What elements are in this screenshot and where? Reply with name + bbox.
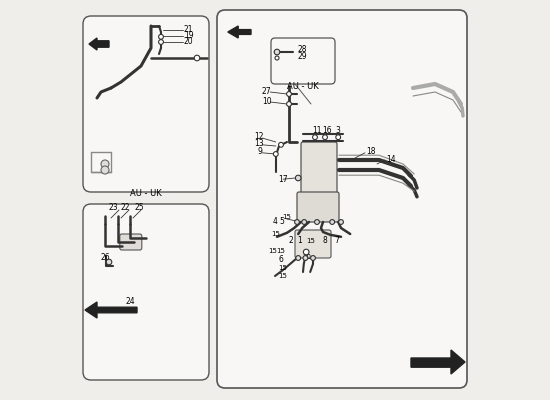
FancyBboxPatch shape bbox=[83, 16, 209, 192]
Circle shape bbox=[295, 175, 301, 181]
FancyBboxPatch shape bbox=[301, 142, 337, 194]
Text: 14: 14 bbox=[386, 155, 396, 164]
Circle shape bbox=[287, 102, 292, 106]
Circle shape bbox=[339, 220, 343, 224]
Circle shape bbox=[287, 92, 292, 96]
Text: 4: 4 bbox=[272, 218, 277, 226]
Text: 22: 22 bbox=[120, 204, 130, 212]
FancyBboxPatch shape bbox=[83, 204, 209, 380]
Text: 21: 21 bbox=[184, 26, 193, 34]
Circle shape bbox=[101, 160, 109, 168]
Text: 24: 24 bbox=[125, 297, 135, 306]
Text: 30: 30 bbox=[302, 254, 311, 260]
Polygon shape bbox=[411, 350, 465, 374]
FancyBboxPatch shape bbox=[271, 38, 335, 84]
Text: 19: 19 bbox=[184, 32, 194, 40]
Text: 15: 15 bbox=[278, 273, 287, 279]
Circle shape bbox=[279, 142, 283, 147]
FancyBboxPatch shape bbox=[297, 192, 339, 222]
Circle shape bbox=[273, 152, 278, 156]
Text: 29: 29 bbox=[297, 52, 307, 61]
Circle shape bbox=[330, 220, 334, 224]
Circle shape bbox=[275, 56, 279, 60]
Circle shape bbox=[323, 135, 327, 140]
Circle shape bbox=[194, 55, 200, 61]
Text: 17: 17 bbox=[278, 175, 288, 184]
Polygon shape bbox=[85, 302, 137, 318]
Text: 15: 15 bbox=[276, 248, 285, 254]
Text: 10: 10 bbox=[262, 98, 272, 106]
Circle shape bbox=[336, 135, 340, 140]
Circle shape bbox=[274, 49, 280, 55]
Text: 20: 20 bbox=[184, 38, 194, 46]
Text: 15: 15 bbox=[271, 231, 280, 237]
Polygon shape bbox=[228, 26, 251, 38]
Text: 9: 9 bbox=[257, 147, 262, 156]
Text: 15: 15 bbox=[282, 214, 291, 220]
Text: 2: 2 bbox=[288, 236, 293, 245]
Text: 16: 16 bbox=[322, 126, 332, 135]
Text: a Passion for
parts: a Passion for parts bbox=[297, 191, 381, 233]
Text: 23: 23 bbox=[108, 204, 118, 212]
Text: JUSTAS: JUSTAS bbox=[290, 148, 404, 204]
Circle shape bbox=[303, 256, 308, 260]
FancyBboxPatch shape bbox=[295, 230, 331, 258]
Circle shape bbox=[158, 34, 163, 39]
FancyBboxPatch shape bbox=[120, 234, 142, 250]
Circle shape bbox=[311, 256, 315, 260]
Polygon shape bbox=[89, 38, 109, 50]
Text: AU - UK: AU - UK bbox=[130, 190, 162, 198]
Text: 15: 15 bbox=[278, 265, 287, 271]
Text: 8: 8 bbox=[322, 236, 327, 245]
Text: 5: 5 bbox=[280, 218, 285, 226]
Circle shape bbox=[296, 256, 301, 260]
Text: 15: 15 bbox=[268, 248, 277, 254]
Text: 7: 7 bbox=[334, 236, 339, 245]
Text: AU - UK: AU - UK bbox=[287, 82, 319, 91]
Circle shape bbox=[315, 220, 320, 224]
Circle shape bbox=[295, 220, 299, 224]
Circle shape bbox=[312, 135, 317, 140]
Text: 6: 6 bbox=[278, 256, 283, 264]
Circle shape bbox=[304, 249, 309, 255]
Text: 25: 25 bbox=[134, 204, 144, 212]
Text: 26: 26 bbox=[100, 254, 110, 262]
Text: 27: 27 bbox=[262, 88, 272, 96]
Text: 1: 1 bbox=[297, 236, 302, 245]
Text: 3: 3 bbox=[336, 126, 340, 135]
Circle shape bbox=[302, 220, 306, 224]
Text: 15: 15 bbox=[306, 238, 315, 244]
Text: 28: 28 bbox=[297, 46, 306, 54]
Circle shape bbox=[106, 259, 112, 265]
FancyBboxPatch shape bbox=[217, 10, 467, 388]
Circle shape bbox=[101, 166, 109, 174]
Text: 18: 18 bbox=[366, 148, 376, 156]
Text: 11: 11 bbox=[312, 126, 321, 135]
Circle shape bbox=[158, 40, 163, 44]
Text: 12: 12 bbox=[254, 132, 263, 141]
Text: 13: 13 bbox=[254, 140, 263, 148]
